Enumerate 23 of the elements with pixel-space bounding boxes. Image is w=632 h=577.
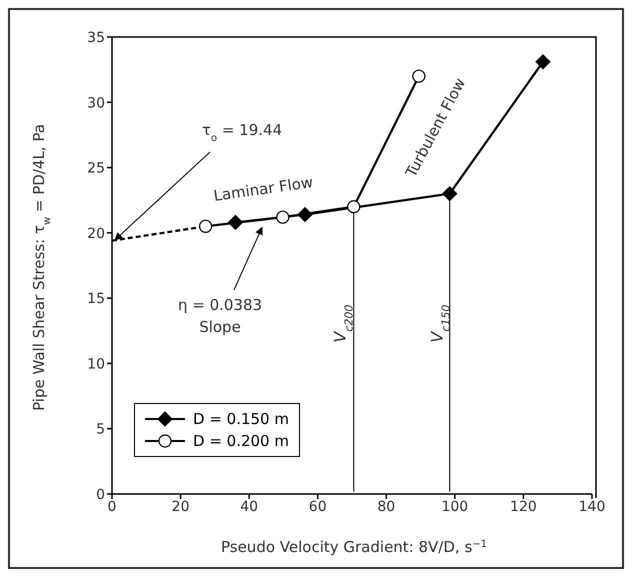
y-tick-label: 10 <box>87 356 105 372</box>
annotation: Slope <box>199 318 241 336</box>
x-tick-label: 80 <box>377 498 396 515</box>
y-tick-label: 0 <box>96 486 105 503</box>
y-tick-label: 20 <box>87 226 105 242</box>
x-tick-label: 60 <box>308 498 327 515</box>
y-tick-label: 5 <box>96 422 105 438</box>
x-tick-label: 20 <box>172 498 190 515</box>
x-axis-title: Pseudo Velocity Gradient: 8V/D, s$^{−1}$ <box>220 538 488 556</box>
annotation: τ$_{o}$ = 19.44 <box>202 121 282 144</box>
y-tick-label: 35 <box>87 30 105 46</box>
y-tick-label: 30 <box>87 95 105 112</box>
annotation: Laminar Flow <box>212 173 314 205</box>
x-tick-label: 140 <box>578 498 606 515</box>
x-tick-label: 40 <box>240 498 258 515</box>
x-tick-label: 0 <box>108 498 116 515</box>
y-tick-label: 15 <box>87 291 105 308</box>
x-tick-label: 120 <box>510 498 537 515</box>
legend-label: D = 0.150 m <box>193 410 289 428</box>
annotation: η = 0.0383 <box>178 296 262 314</box>
legend-label: D = 0.200 m <box>193 432 289 450</box>
y-tick-label: 25 <box>87 160 105 177</box>
x-tick-label: 100 <box>441 498 468 515</box>
